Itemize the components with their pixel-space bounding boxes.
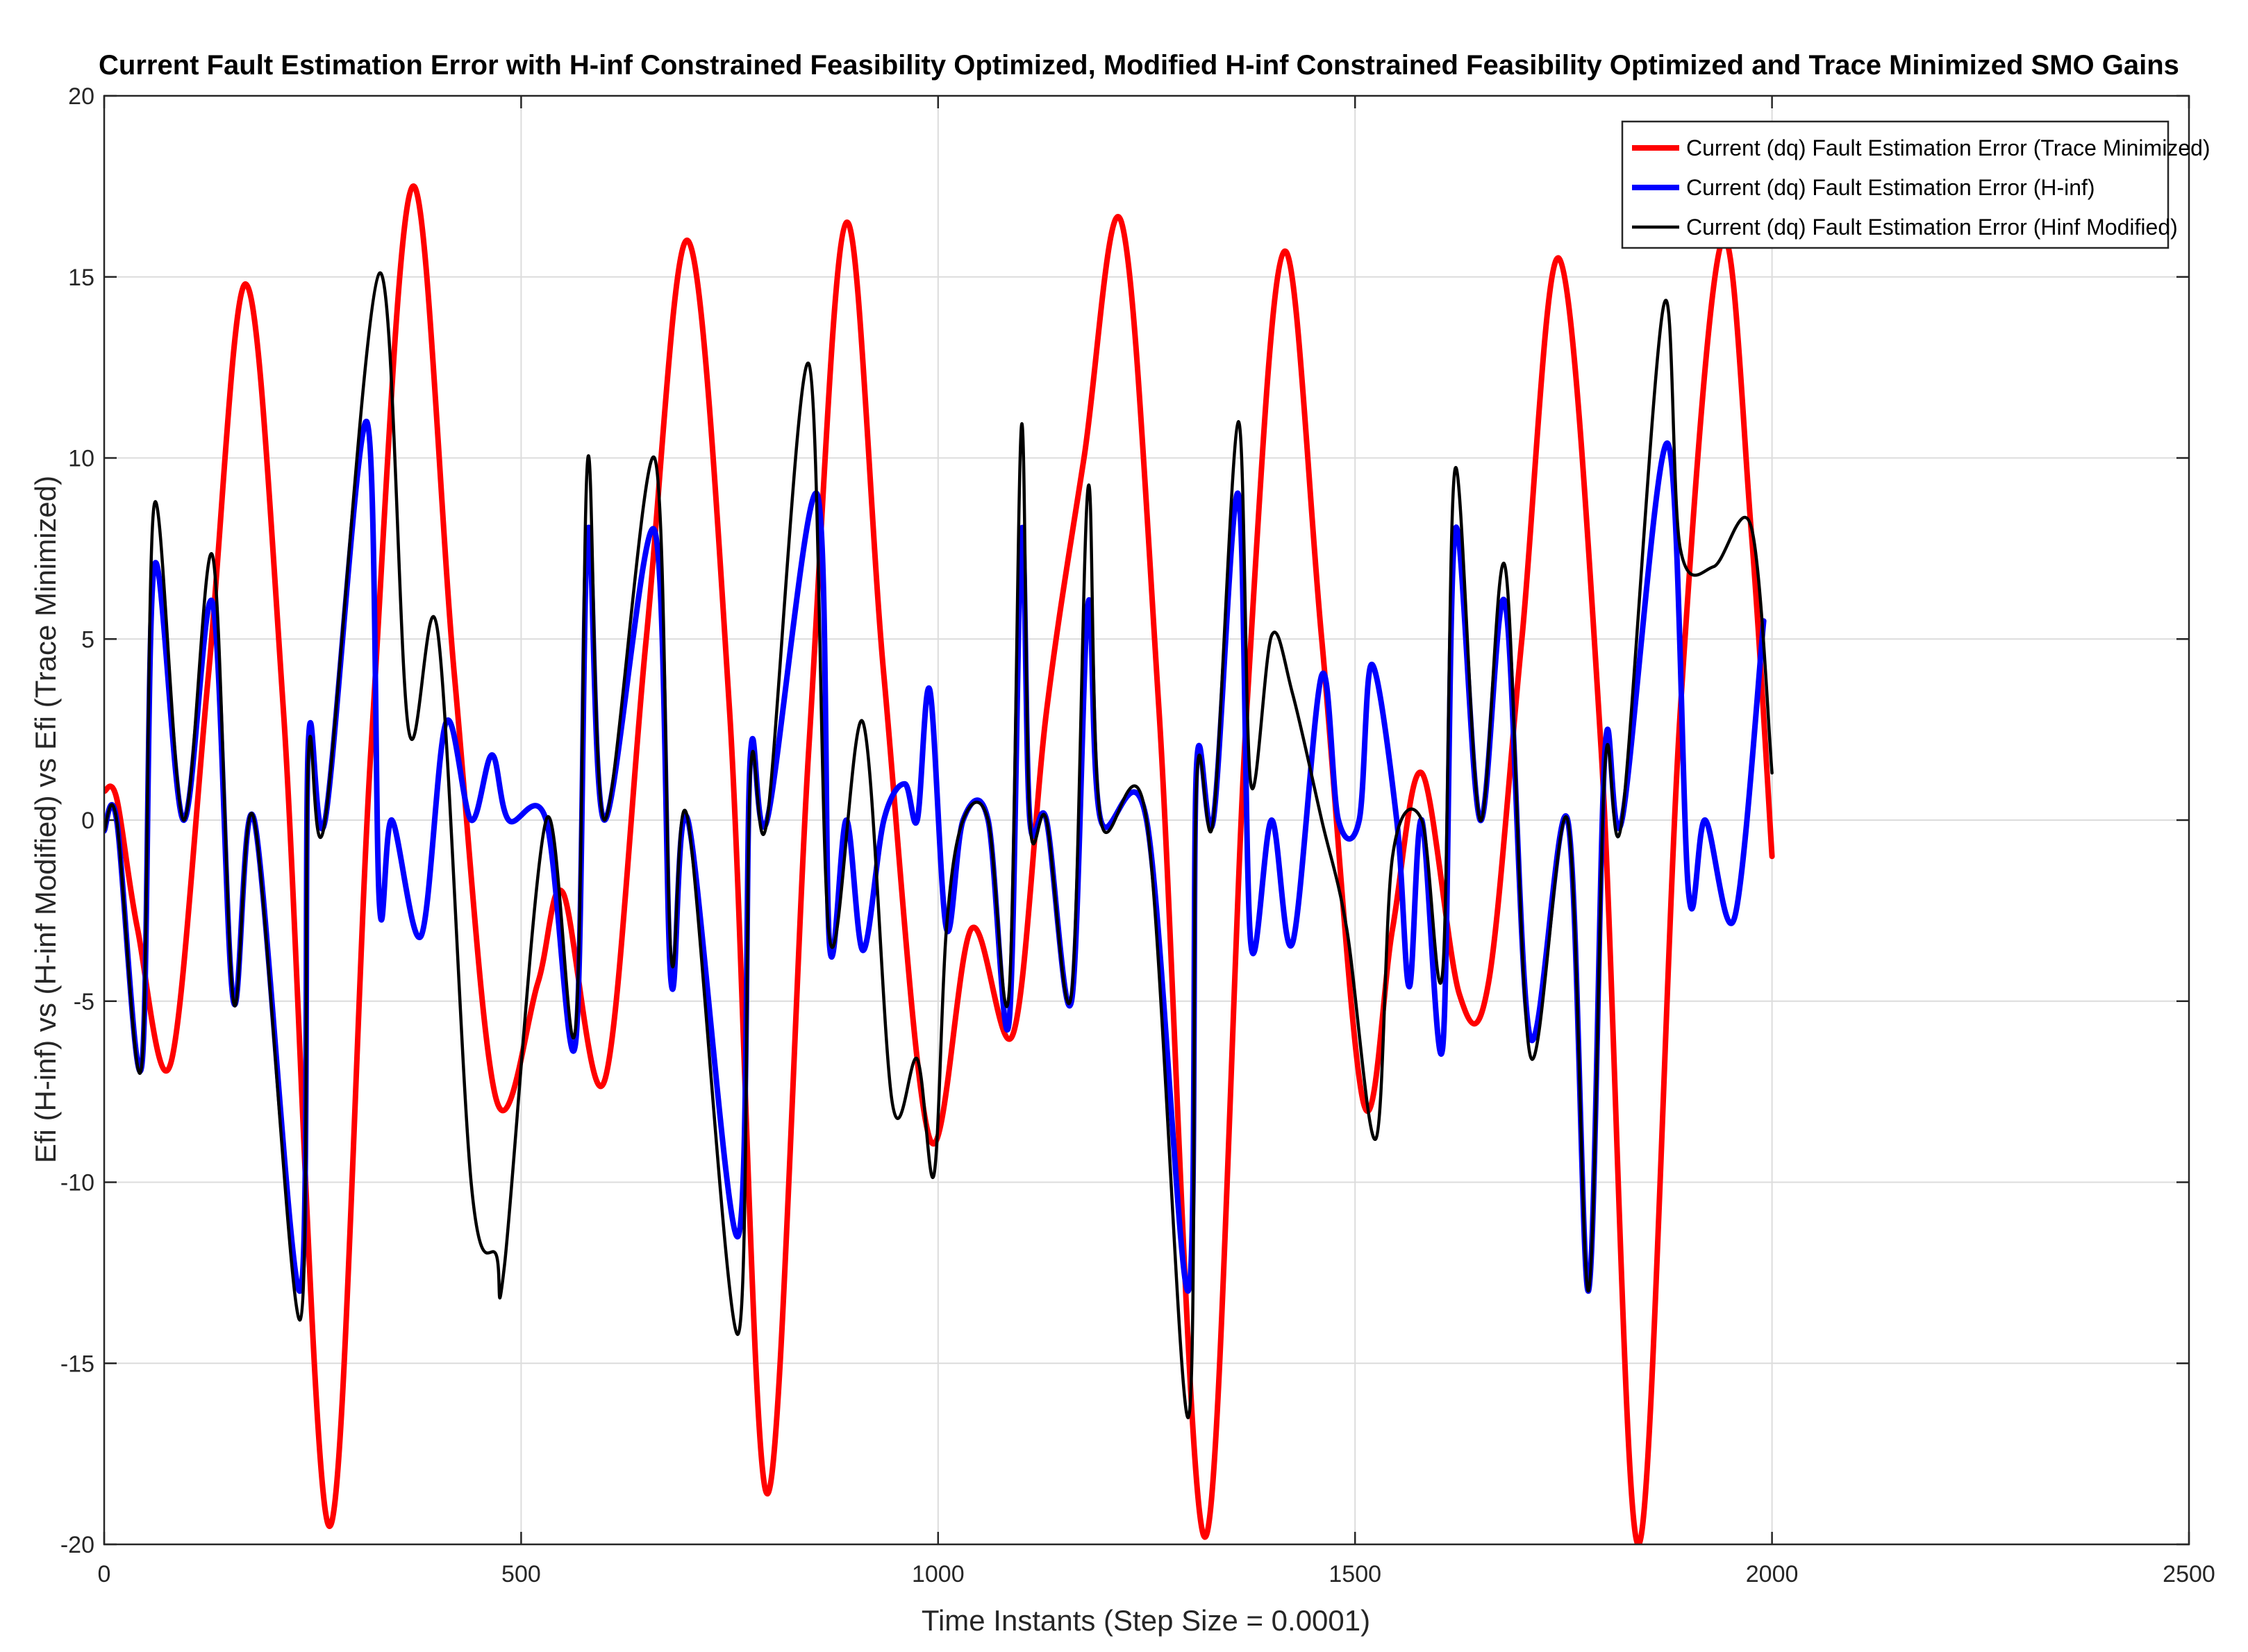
y-tick-label: 10	[68, 446, 94, 472]
y-tick-label: -10	[60, 1170, 94, 1196]
plot-series	[104, 183, 1775, 1544]
y-axis-label: Efi (H-inf) vs (H-inf Modified) vs Efi (…	[29, 476, 62, 1163]
series-line-3	[104, 272, 1774, 1419]
chart-title: Current Fault Estimation Error with H-in…	[99, 50, 2179, 81]
x-tick-label: 0	[98, 1561, 111, 1587]
legend-label-1: Current (dq) Fault Estimation Error (Tra…	[1686, 135, 2210, 160]
x-tick-label: 500	[501, 1561, 541, 1587]
legend-label-2: Current (dq) Fault Estimation Error (H-i…	[1686, 175, 2095, 200]
y-tick-label: -5	[74, 989, 94, 1015]
x-tick-label: 2500	[2163, 1561, 2215, 1587]
y-tick-label: 5	[81, 626, 94, 653]
x-tick-label: 1000	[912, 1561, 965, 1587]
legend-box	[1621, 120, 2170, 249]
y-tick-label: 20	[68, 83, 94, 110]
y-tick-label: 15	[68, 265, 94, 291]
y-tick-label: -20	[60, 1532, 94, 1558]
legend: Current (dq) Fault Estimation Error (Tra…	[1621, 120, 2210, 249]
legend-label-3: Current (dq) Fault Estimation Error (Hin…	[1686, 215, 2178, 240]
x-axis-label: Time Instants (Step Size = 0.0001)	[922, 1604, 1370, 1637]
x-tick-label: 1500	[1329, 1561, 1381, 1587]
x-tick-label: 2000	[1746, 1561, 1799, 1587]
y-tick-label: -15	[60, 1351, 94, 1377]
axis-ticks: 0 500 1000 1500 2000 2500 -20 -15 -10 -5 0 5 10 15 20	[60, 83, 2215, 1587]
series-line-1	[104, 183, 1775, 1544]
plot-frame	[103, 94, 2190, 1546]
y-tick-label: 0	[81, 808, 94, 834]
